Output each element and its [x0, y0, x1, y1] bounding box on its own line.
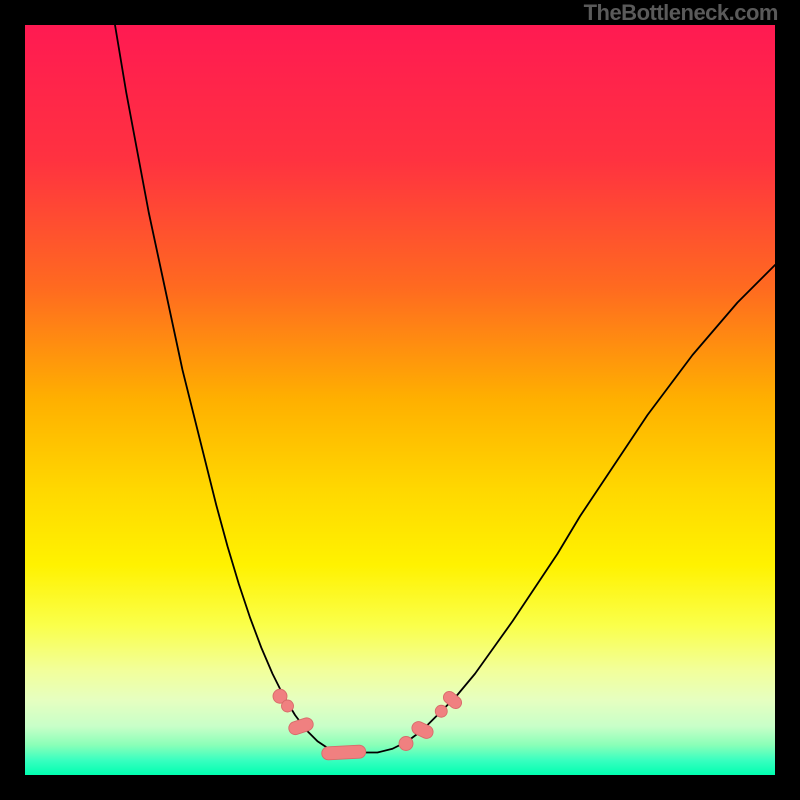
marker-point	[399, 737, 413, 751]
curve-left	[115, 25, 363, 753]
watermark-text: TheBottleneck.com	[584, 0, 778, 26]
curve-markers	[273, 689, 464, 760]
curve-right	[363, 265, 776, 753]
curve-layer	[25, 25, 775, 775]
marker-point	[282, 700, 294, 712]
marker-capsule	[321, 745, 366, 760]
marker-point	[435, 705, 447, 717]
plot-area	[25, 25, 775, 775]
